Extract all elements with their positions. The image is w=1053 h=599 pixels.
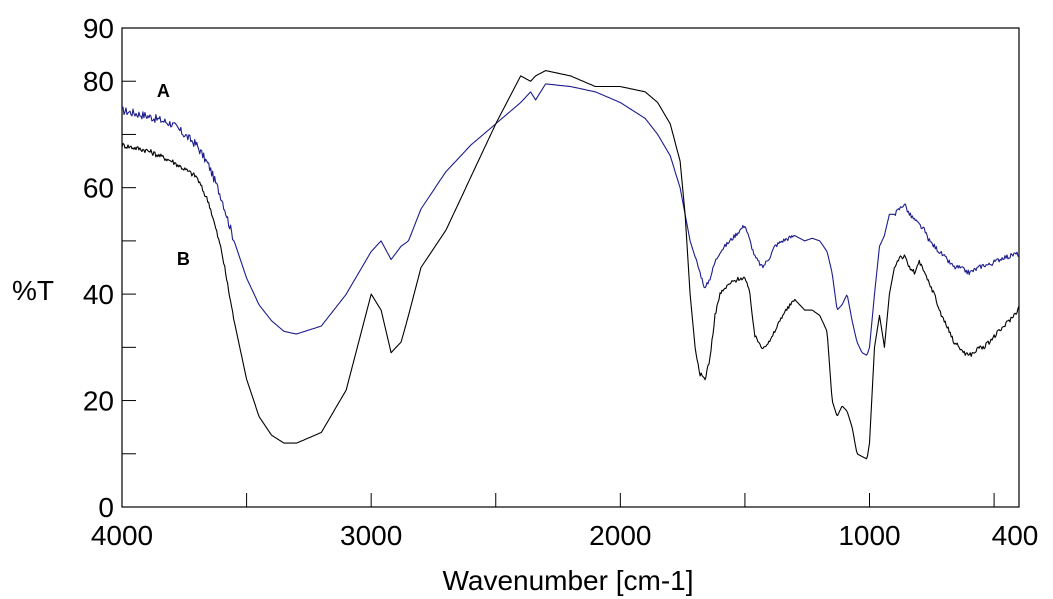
x-axis-title: Wavenumber [cm-1]	[442, 565, 693, 596]
series-label-b: B	[177, 249, 190, 269]
y-axis-title: %T	[12, 275, 54, 306]
x-tick-label: 2000	[589, 520, 651, 551]
x-tick-label: 4000	[91, 520, 153, 551]
x-tick-label: 3000	[340, 520, 402, 551]
x-axis-ticks: 4000 3000 2000 1000 400	[91, 493, 1039, 551]
y-tick-label: 80	[83, 66, 114, 97]
series-line-b	[121, 70, 1020, 460]
x-tick-label: 400	[992, 520, 1039, 551]
plot-area-frame	[121, 27, 1020, 508]
annotation-layer: AB	[157, 81, 190, 269]
y-tick-label: 90	[83, 13, 114, 44]
y-tick-label: 20	[83, 386, 114, 417]
y-tick-label: 60	[83, 173, 114, 204]
y-tick-label: 40	[83, 279, 114, 310]
y-tick-label: 0	[98, 492, 114, 523]
y-axis-ticks: 0 20 40 60 80 90	[83, 13, 136, 523]
series-label-a: A	[157, 81, 170, 101]
x-tick-label: 1000	[838, 520, 900, 551]
series-layer	[121, 70, 1020, 460]
series-line-a	[121, 83, 1020, 356]
